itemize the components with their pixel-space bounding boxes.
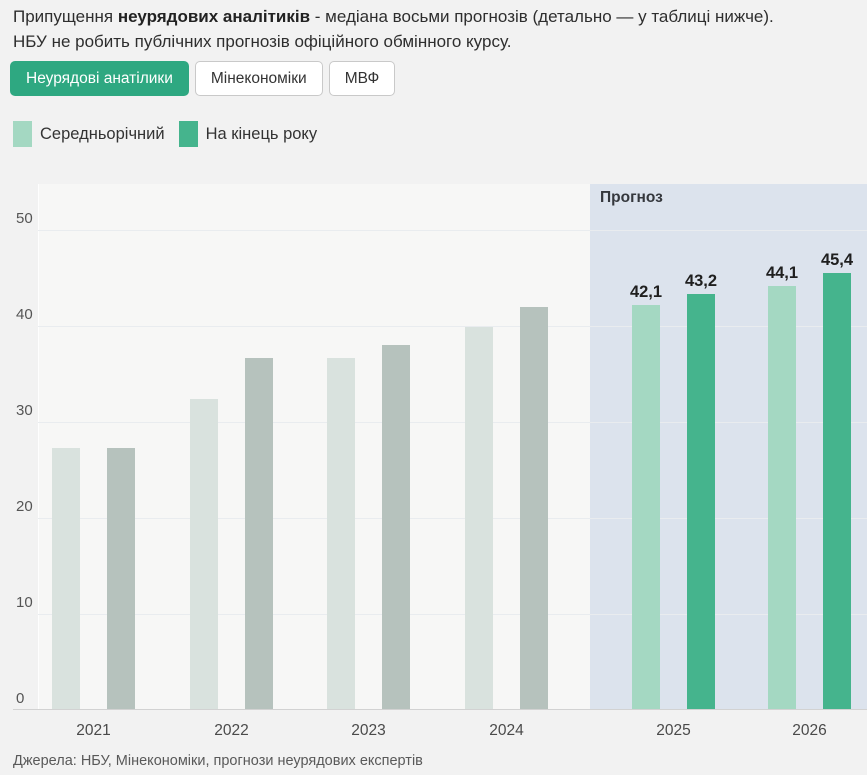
value-label-2025-end-of-year: 43,2 [684,272,718,291]
legend: Середньорічний На кінець року [13,121,331,147]
y-tick-label-30: 30 [16,402,33,419]
gridline-40 [38,326,867,327]
value-label-2026-end-of-year: 45,4 [820,251,854,270]
gridline-50 [38,230,867,231]
y-tick-label-50: 50 [16,210,33,227]
y-tick-label-10: 10 [16,594,33,611]
y-tick-label-20: 20 [16,498,33,515]
legend-label-end-of-year: На кінець року [205,124,318,143]
legend-swatch-annual-average [13,121,32,147]
tab-ministry-of-economy[interactable]: Мінекономіки [194,61,323,96]
bar-2024-annual-average[interactable] [465,326,493,709]
description-prefix: Припущення [13,7,118,26]
description-line-1: Припущення неурядових аналітиків - медіа… [13,4,858,29]
description-line-2: НБУ не робить публічних прогнозів офіцій… [13,32,512,51]
value-label-2026-annual-average: 44,1 [765,263,799,282]
x-axis-label-2023: 2023 [351,722,386,739]
legend-swatch-end-of-year [178,121,198,147]
x-axis-label-2026: 2026 [792,722,827,739]
bar-2022-end-of-year[interactable] [245,357,273,709]
source-note: Джерела: НБУ, Мінекономіки, прогнози неу… [13,753,423,769]
legend-item-end-of-year: На кінець року [178,121,318,147]
bar-2024-end-of-year[interactable] [520,306,548,709]
legend-item-annual-average: Середньорічний [13,121,165,147]
bar-2023-end-of-year[interactable] [382,345,410,709]
gridline-30 [38,422,867,423]
chart-description: Припущення неурядових аналітиків - медіа… [13,4,858,54]
value-label-2025-annual-average: 42,1 [629,282,663,301]
forecast-band-label: Прогноз [600,189,663,206]
x-axis-label-2024: 2024 [489,722,524,739]
legend-label-annual-average: Середньорічний [40,124,165,143]
chart: Прогноз 0 10 20 30 40 50 2021 2022 2023 2024 42,1 4… [0,180,867,739]
description-rest: - медіана восьми прогнозів (детально — у… [310,7,774,26]
bar-2021-end-of-year[interactable] [107,447,135,709]
y-tick-label-40: 40 [16,306,33,323]
gridline-10 [38,614,867,615]
y-axis-line [38,184,39,709]
tab-non-government-analysts[interactable]: Неурядові анатілики [10,61,189,96]
bar-2026-end-of-year[interactable] [823,273,851,709]
x-axis-label-2021: 2021 [76,722,111,739]
bar-2023-annual-average[interactable] [327,357,355,709]
bar-2022-annual-average[interactable] [190,398,218,709]
x-axis-label-2022: 2022 [214,722,249,739]
y-tick-label-0: 0 [16,690,25,707]
bar-2025-end-of-year[interactable] [687,294,715,709]
x-axis-baseline [13,709,867,710]
bar-2025-annual-average[interactable] [632,304,660,709]
bar-2021-annual-average[interactable] [52,447,80,709]
bar-2026-annual-average[interactable] [768,285,796,709]
description-bold: неурядових аналітиків [117,7,311,26]
gridline-20 [38,518,867,519]
source-tabs: Неурядові анатілики Мінекономіки МВФ [10,61,396,96]
x-axis-label-2025: 2025 [656,722,691,739]
tab-imf[interactable]: МВФ [328,61,396,96]
